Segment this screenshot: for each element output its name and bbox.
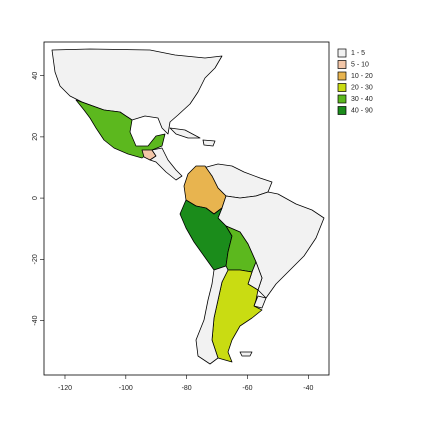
legend-swatch	[337, 60, 347, 69]
legend: 1 - 5 5 - 10 10 - 20 20 - 30 30 - 40 40 - 90	[337, 48, 373, 115]
x-tick-label: -40	[303, 385, 313, 392]
legend-label: 40 - 90	[351, 107, 373, 114]
axes: -120 -100 -80 -60 -40 -40 -20 0 20 40	[32, 72, 314, 392]
y-tick-label: 20	[32, 133, 39, 141]
y-tick-label: -20	[32, 254, 39, 264]
x-tick-label: -120	[58, 385, 72, 392]
legend-label: 10 - 20	[351, 73, 373, 80]
region	[195, 265, 229, 365]
region	[202, 139, 216, 147]
legend-swatch	[337, 71, 347, 81]
y-tick-label: 40	[32, 72, 39, 80]
legend-swatch	[337, 94, 347, 104]
region	[169, 127, 201, 139]
x-tick-label: -80	[182, 385, 192, 392]
region	[149, 147, 183, 181]
legend-label: 30 - 40	[351, 96, 373, 103]
legend-label: 1 - 5	[351, 50, 365, 57]
region	[51, 48, 223, 135]
region	[75, 99, 166, 159]
region	[239, 351, 253, 357]
y-tick-label: 0	[32, 196, 39, 200]
legend-label: 20 - 30	[351, 84, 373, 91]
legend-swatch	[337, 106, 347, 115]
map-shapes	[51, 48, 325, 365]
legend-label: 5 - 10	[351, 61, 369, 68]
legend-swatch	[337, 83, 347, 92]
x-tick-label: -100	[119, 385, 133, 392]
y-tick-label: -40	[32, 315, 39, 325]
x-tick-label: -60	[242, 385, 252, 392]
legend-swatch	[337, 48, 347, 58]
